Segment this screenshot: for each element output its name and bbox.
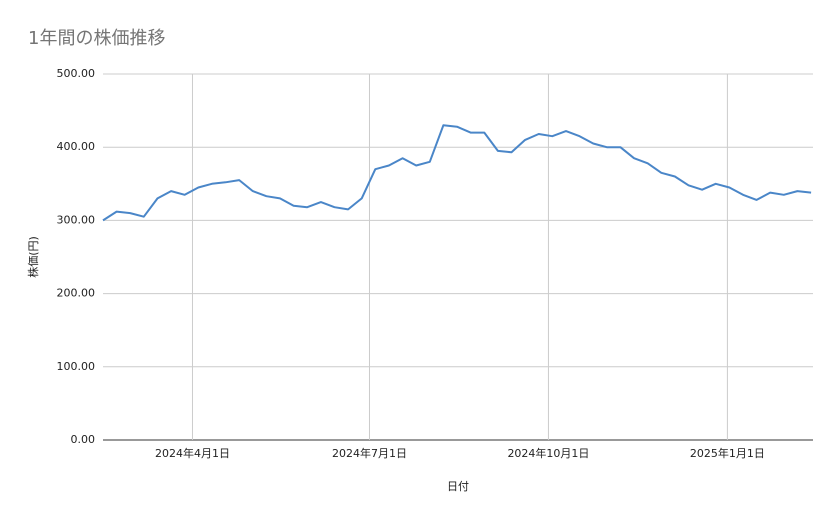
y-tick-label: 100.00 [57,360,96,373]
y-axis-title: 株価(円) [26,236,40,278]
x-tick-label: 2025年1月1日 [690,446,765,460]
x-tick-label: 2024年7月1日 [332,446,407,460]
line-series [102,124,812,222]
x-tick-label: 2024年4月1日 [155,446,230,460]
y-tick-label: 500.00 [57,67,96,80]
y-tick-label: 200.00 [57,287,96,300]
y-tick-label: 300.00 [57,213,96,226]
y-tick-label: 0.00 [71,433,96,446]
chart-title: 1年間の株価推移 [28,28,165,49]
x-axis-title: 日付 [447,480,469,493]
x-tick-label: 2024年10月1日 [507,446,589,460]
y-tick-label: 400.00 [57,140,96,153]
